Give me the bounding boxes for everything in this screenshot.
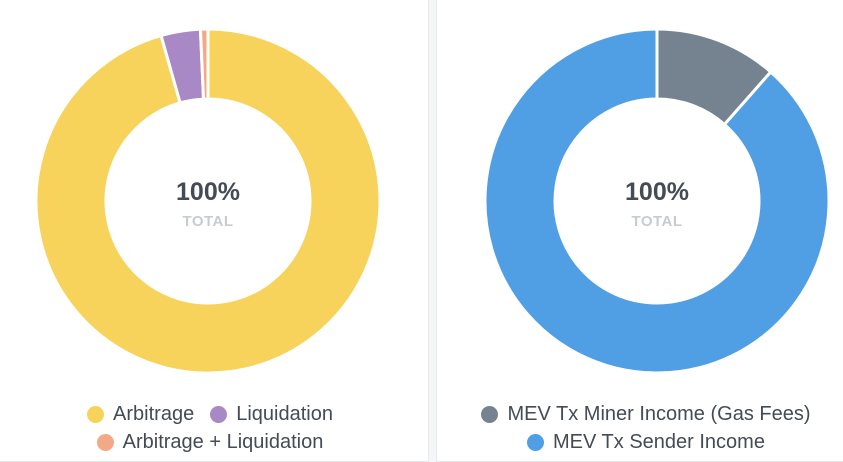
donut-slice-arbitrage-liquidation[interactable] [198, 27, 210, 101]
legend-item-arbitrage-liquidation[interactable]: Arbitrage + Liquidation [96, 428, 324, 456]
legend-item-arbitrage[interactable]: Arbitrage [87, 400, 194, 428]
donut-chart-income-split: 100% TOTAL [483, 27, 831, 375]
donut-slice-arbitrage[interactable] [34, 27, 382, 375]
legend-label: MEV Tx Sender Income [553, 431, 765, 453]
legend-label: Liquidation [236, 403, 333, 425]
center-total-label: TOTAL [182, 213, 233, 230]
donut-chart-mev-type: 100% TOTAL [34, 27, 382, 375]
legend-dot-icon [96, 433, 114, 451]
donut-slices [34, 27, 382, 375]
center-total-label: TOTAL [631, 213, 682, 230]
legend-label: MEV Tx Miner Income (Gas Fees) [507, 403, 811, 425]
center-total-value: 100% [625, 178, 689, 206]
legend-label: Arbitrage + Liquidation [122, 431, 324, 453]
donut-slices [483, 27, 831, 375]
legend-income-split: MEV Tx Miner Income (Gas Fees) MEV Tx Se… [436, 400, 843, 456]
legend-dot-icon [481, 405, 499, 423]
donut-slice-mev-tx-sender-income[interactable] [483, 27, 831, 375]
legend-dot-icon [210, 405, 228, 423]
center-total-value: 100% [176, 178, 240, 206]
legend-item-liquidation[interactable]: Liquidation [210, 400, 333, 428]
legend-dot-icon [527, 433, 545, 451]
legend-mev-type: Arbitrage Liquidation Arbitrage + Liquid… [0, 400, 420, 456]
legend-label: Arbitrage [113, 403, 195, 425]
legend-item-miner-income[interactable]: MEV Tx Miner Income (Gas Fees) [481, 400, 811, 428]
legend-dot-icon [87, 405, 105, 423]
legend-item-sender-income[interactable]: MEV Tx Sender Income [527, 428, 765, 456]
